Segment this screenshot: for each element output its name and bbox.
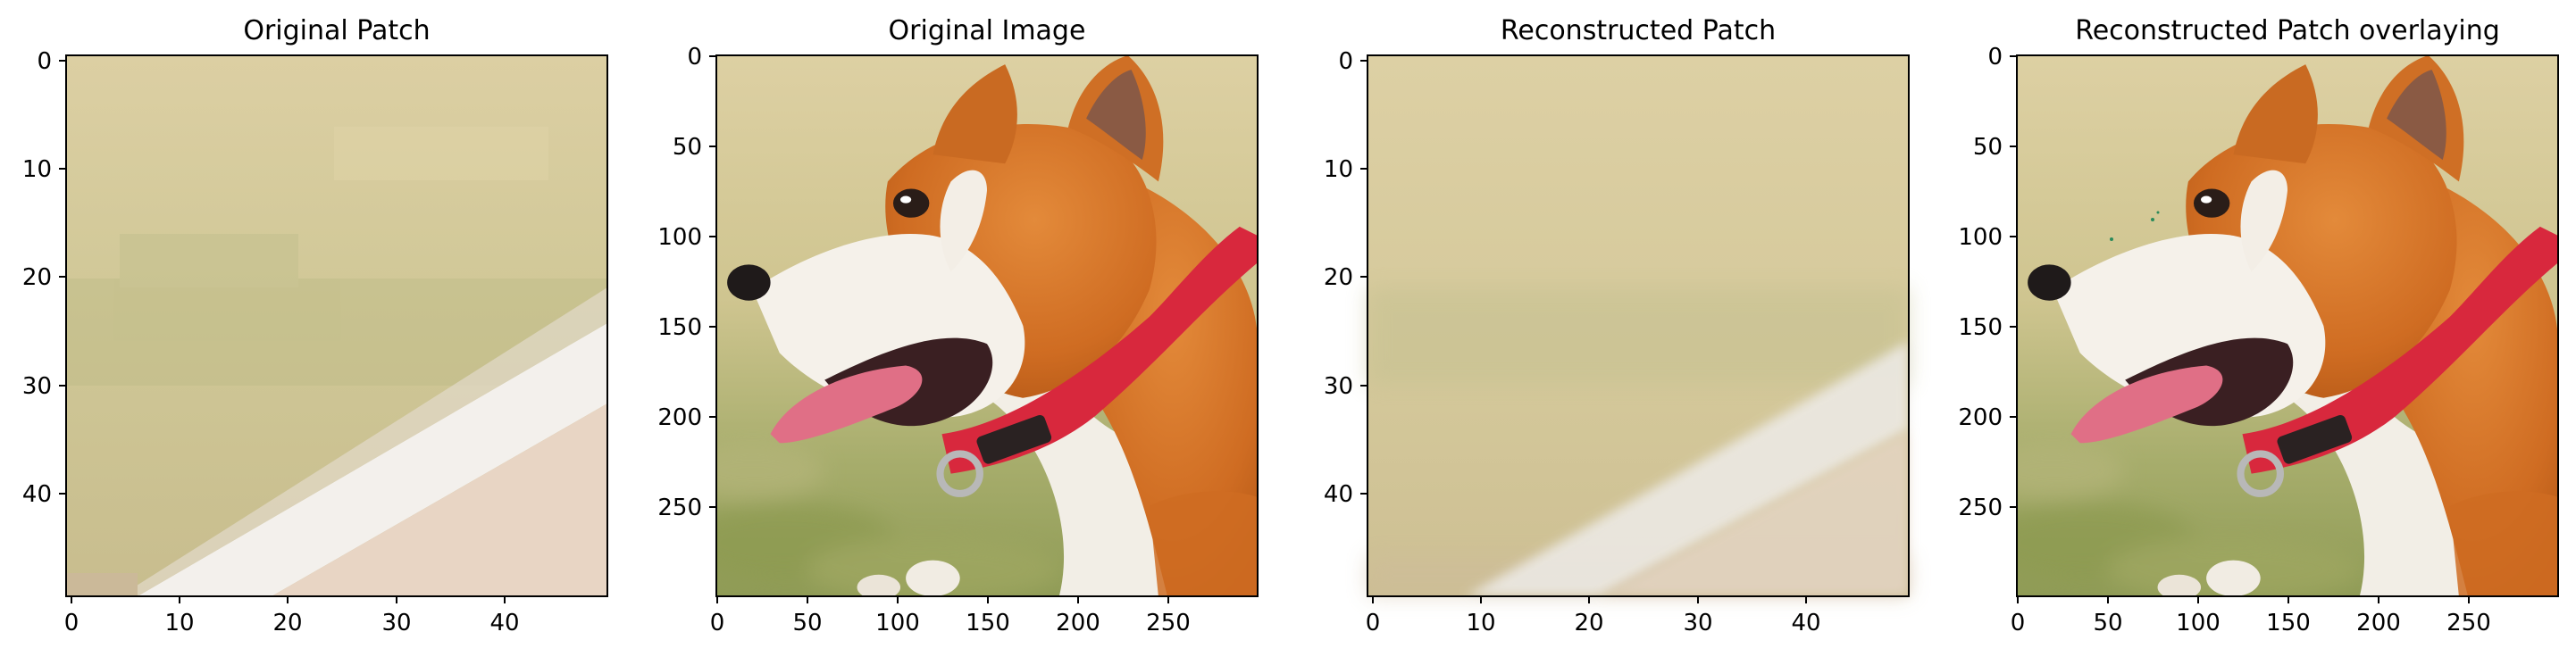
x-tick-label: 100 — [2176, 610, 2221, 636]
x-tick-label: 20 — [272, 610, 302, 636]
x-tick-label: 250 — [1146, 610, 1191, 636]
y-axis-ticks: 0 10 20 30 40 — [22, 48, 66, 508]
panel-title: Reconstructed Patch overlaying — [2075, 15, 2500, 46]
y-tick-label: 100 — [657, 224, 702, 251]
x-tick-label: 0 — [710, 610, 725, 636]
x-tick-label: 10 — [164, 610, 194, 636]
x-tick-label: 150 — [966, 610, 1010, 636]
y-axis-ticks: 0 10 20 30 40 — [1324, 48, 1367, 508]
y-tick-label: 150 — [657, 314, 702, 341]
original-image-photo — [681, 55, 1258, 602]
x-tick-label: 50 — [792, 610, 822, 636]
y-tick-label: 250 — [657, 495, 702, 521]
y-tick-label: 50 — [673, 134, 702, 161]
y-axis-ticks: 0 50 100 150 200 250 — [1958, 44, 2017, 521]
x-tick-label: 30 — [1683, 610, 1712, 636]
y-tick-label: 150 — [1958, 314, 2003, 341]
y-tick-label: 100 — [1958, 224, 2003, 251]
panel-title: Original Patch — [243, 15, 430, 46]
y-tick-label: 250 — [1958, 495, 2003, 521]
y-tick-label: 20 — [22, 264, 52, 291]
original-patch-image — [66, 55, 607, 596]
x-tick-label: 0 — [64, 610, 79, 636]
panel-reconstructed-overlay: Reconstructed Patch overlaying 0 50 100 … — [1958, 15, 2559, 636]
x-tick-label: 20 — [1574, 610, 1603, 636]
panel-reconstructed-patch: Reconstructed Patch 0 10 20 30 40 — [1324, 15, 1910, 636]
panel-title: Reconstructed Patch — [1501, 15, 1776, 46]
overlay-artifacts — [2110, 211, 2160, 241]
y-tick-label: 40 — [1324, 481, 1353, 508]
x-tick-label: 10 — [1466, 610, 1495, 636]
x-tick-label: 250 — [2446, 610, 2491, 636]
y-tick-label: 10 — [22, 156, 52, 183]
y-tick-label: 0 — [37, 48, 52, 75]
x-tick-label: 50 — [2093, 610, 2122, 636]
y-axis-ticks: 0 50 100 150 200 250 — [657, 44, 716, 521]
x-tick-label: 150 — [2266, 610, 2311, 636]
y-tick-label: 30 — [22, 373, 52, 400]
y-tick-label: 200 — [1958, 404, 2003, 431]
x-axis-ticks: 0 50 100 150 200 250 — [2011, 596, 2491, 636]
y-tick-label: 40 — [22, 481, 52, 508]
panel-title: Original Image — [889, 15, 1086, 46]
x-tick-label: 40 — [489, 610, 519, 636]
overlay-photo — [1981, 55, 2558, 602]
y-tick-label: 20 — [1324, 264, 1353, 291]
y-tick-label: 10 — [1324, 156, 1353, 183]
panel-original-patch: Original Patch 0 10 20 30 — [22, 15, 608, 636]
y-tick-label: 0 — [1338, 48, 1353, 75]
x-tick-label: 40 — [1791, 610, 1820, 636]
panel-original-image: Original Image 0 50 100 150 200 250 0 50 — [657, 15, 1259, 636]
x-tick-label: 200 — [2356, 610, 2401, 636]
reconstructed-patch-image — [1367, 55, 1909, 596]
y-tick-label: 200 — [657, 404, 702, 431]
x-tick-label: 30 — [381, 610, 411, 636]
x-tick-label: 100 — [875, 610, 920, 636]
x-axis-ticks: 0 50 100 150 200 250 — [710, 596, 1191, 636]
x-axis-ticks: 0 10 20 30 40 — [64, 596, 520, 636]
y-tick-label: 0 — [687, 44, 702, 71]
x-axis-ticks: 0 10 20 30 40 — [1366, 596, 1821, 636]
x-tick-label: 0 — [2011, 610, 2026, 636]
y-tick-label: 0 — [1987, 44, 2003, 71]
x-tick-label: 200 — [1056, 610, 1100, 636]
y-tick-label: 30 — [1324, 373, 1353, 400]
y-tick-label: 50 — [1973, 134, 2003, 161]
x-tick-label: 0 — [1366, 610, 1381, 636]
